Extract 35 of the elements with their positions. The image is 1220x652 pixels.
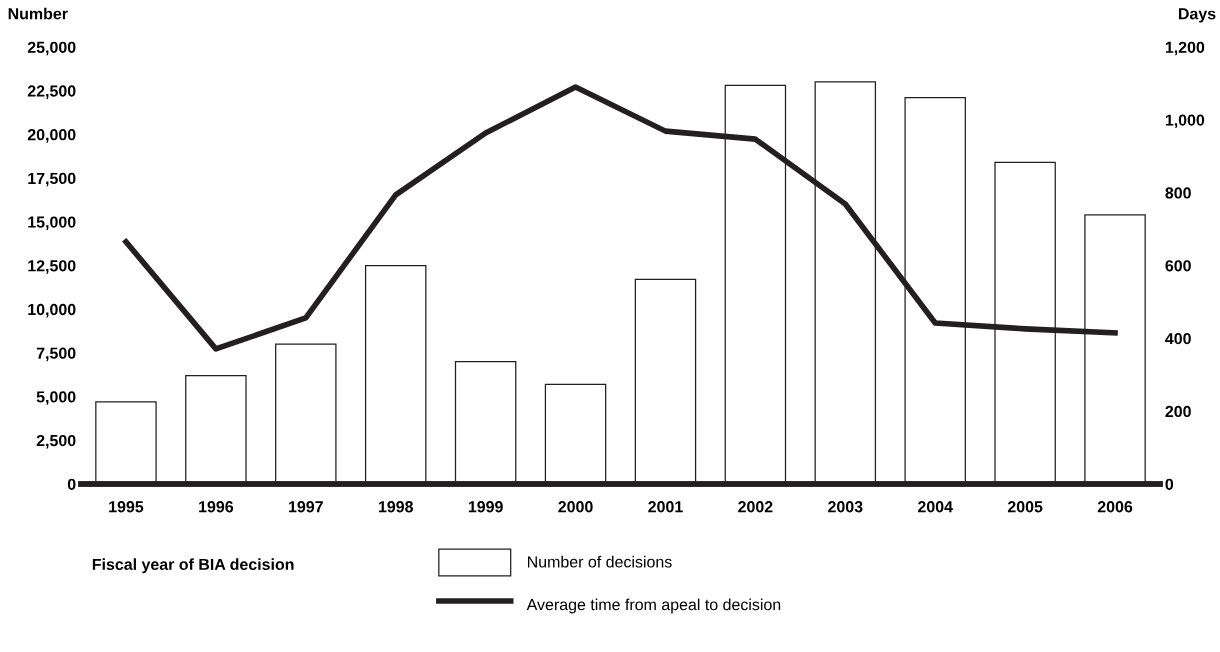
y2-tick-label: 0 (1165, 478, 1174, 490)
y2-tick-label: 1,200 (1165, 41, 1205, 56)
y-tick-label: 20,000 (27, 129, 76, 143)
x-tick-label: 2001 (648, 501, 683, 513)
y-tick-label: 22,500 (27, 85, 76, 99)
y2-tick-label: 400 (1165, 332, 1191, 345)
y-tick-label: 25,000 (27, 41, 76, 56)
x-tick-label: 2000 (558, 501, 593, 513)
y-tick-label: 0 (67, 478, 76, 490)
y-tick-label: 7,500 (36, 347, 76, 362)
y-tick-label: 5,000 (36, 391, 76, 405)
x-tick-label: 2002 (738, 501, 773, 513)
x-tick-label: 1996 (199, 501, 234, 513)
y-tick-label: 2,500 (36, 434, 76, 449)
y2-tick-label: 600 (1165, 260, 1191, 272)
y2-tick-label: 800 (1165, 187, 1191, 199)
y2-tick-label: 1,000 (1165, 114, 1205, 129)
x-tick-label: 1995 (109, 501, 144, 513)
x-tick-label: 2003 (828, 501, 863, 513)
y-tick-label: 10,000 (28, 303, 76, 318)
x-tick-label: 2004 (918, 501, 953, 513)
y-tick-label: 12,500 (28, 260, 76, 274)
y-tick-label: 15,000 (28, 216, 76, 231)
y-axis-title: Number (8, 7, 68, 20)
legend-label: Average time from apeal to decision (526, 598, 781, 614)
x-tick-label: 1999 (468, 501, 503, 513)
x-tick-label: 1998 (378, 501, 413, 513)
legend-label: Number of decisions (527, 555, 672, 568)
x-tick-label: 2005 (1007, 501, 1043, 513)
x-tick-label: 2006 (1097, 501, 1133, 513)
y2-axis-title: Days (1178, 8, 1216, 23)
y2-tick-label: 200 (1165, 405, 1191, 418)
x-tick-label: 1997 (289, 501, 323, 513)
x-axis-title: Fiscal year of BIA decision (92, 558, 294, 574)
y-tick-label: 17,500 (28, 172, 76, 187)
